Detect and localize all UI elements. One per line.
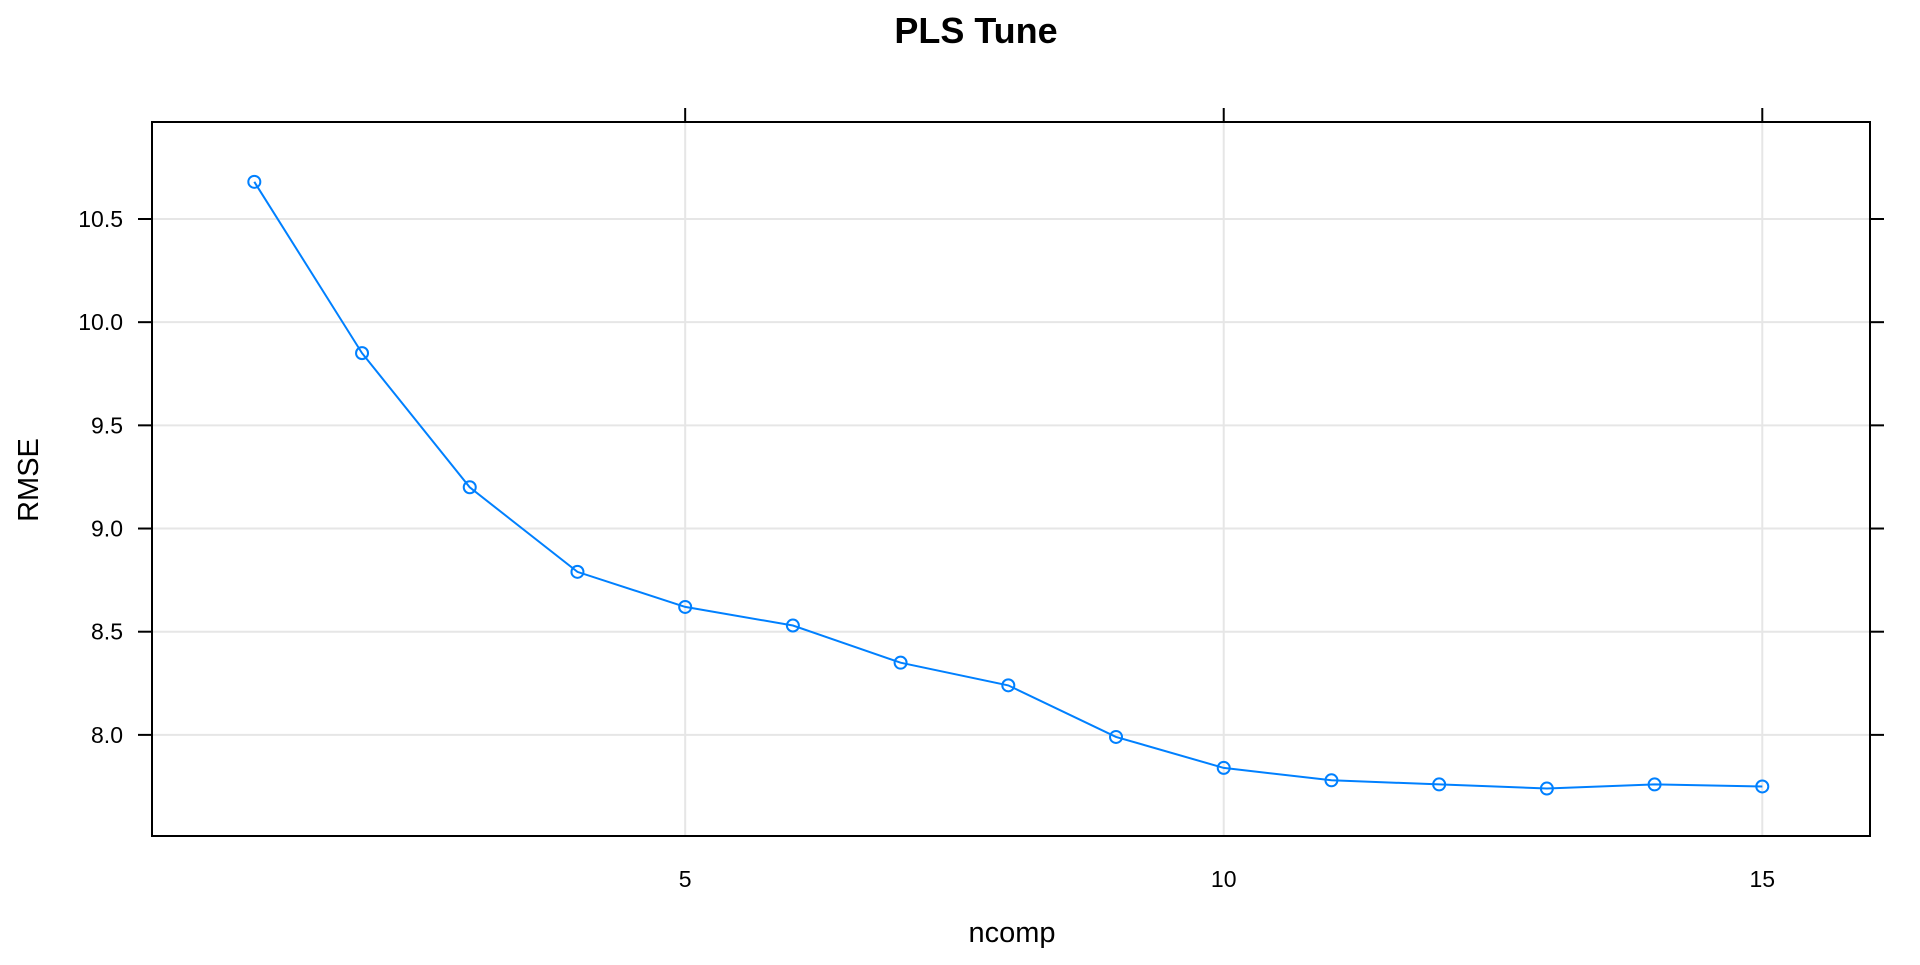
y-tick-label: 9.5 xyxy=(91,412,123,438)
x-tick-label: 15 xyxy=(1749,866,1775,892)
data-point xyxy=(1539,781,1554,796)
x-axis-label: ncomp xyxy=(968,917,1055,949)
chart-title: PLS Tune xyxy=(894,10,1057,51)
x-tick-label: 10 xyxy=(1211,866,1237,892)
data-point xyxy=(1109,729,1124,744)
data-point xyxy=(893,655,908,670)
data-point xyxy=(1216,760,1231,775)
y-tick-label: 8.5 xyxy=(91,619,123,645)
y-tick-label: 8.0 xyxy=(91,722,123,748)
data-point xyxy=(355,346,370,361)
series-line-rmse xyxy=(253,181,1763,790)
data-point xyxy=(1001,678,1016,693)
data-point xyxy=(1432,777,1447,792)
data-point xyxy=(678,599,693,614)
data-point xyxy=(1647,777,1662,792)
data-point xyxy=(1755,779,1770,794)
y-tick-label: 9.0 xyxy=(91,516,123,542)
y-tick-label: 10.5 xyxy=(78,206,123,232)
series-rmse xyxy=(247,174,1770,796)
data-point xyxy=(1324,773,1339,788)
data-point xyxy=(785,618,800,633)
axis-ticks: 5 10 15 8.0 8.5 9.0 9.5 10.0 10.5 xyxy=(78,108,1884,892)
data-point xyxy=(462,480,477,495)
plot-frame xyxy=(151,121,1871,837)
data-point xyxy=(570,564,585,579)
grid-lines xyxy=(152,122,1870,836)
x-tick-label: 5 xyxy=(679,866,692,892)
y-tick-label: 10.0 xyxy=(78,309,123,335)
y-axis-label: RMSE xyxy=(13,438,45,522)
data-point xyxy=(247,174,262,189)
